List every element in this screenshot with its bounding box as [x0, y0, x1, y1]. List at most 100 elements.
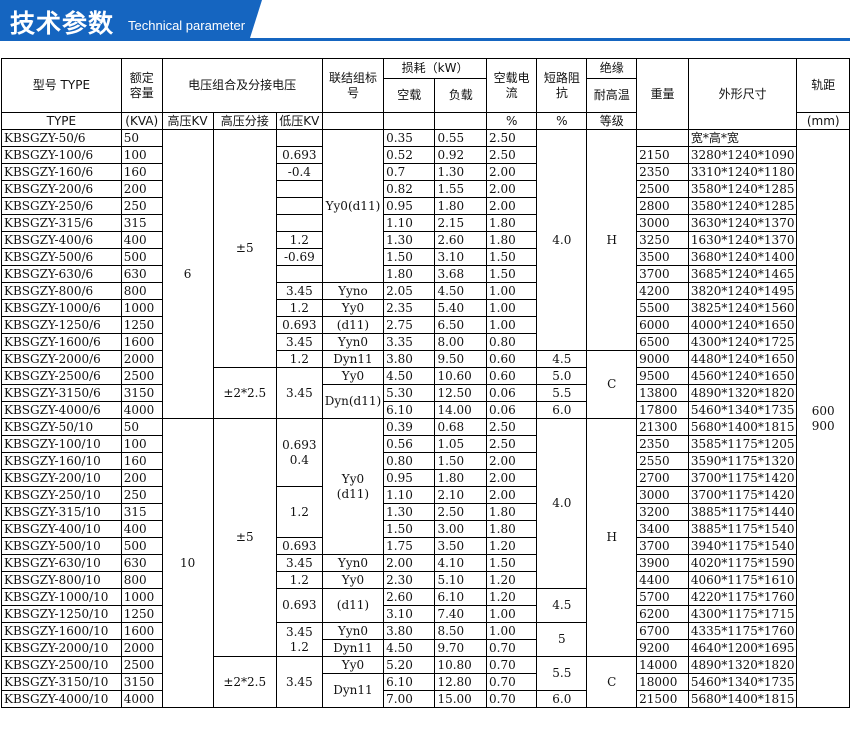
cell: 4.50 — [434, 282, 487, 300]
cell: (d11) — [321, 316, 385, 334]
cell: KBSGZY-2500/10 — [1, 656, 122, 674]
cell: 4200 — [636, 282, 689, 300]
cell: 2.50 — [485, 418, 538, 436]
cell: 5.5 — [536, 384, 588, 402]
cell: 1.10 — [383, 486, 436, 504]
cell: 0.55 — [434, 129, 487, 147]
cell: Yy0 — [321, 367, 385, 385]
cell: KBSGZY-400/6 — [1, 231, 122, 249]
cell: 1250 — [120, 605, 163, 623]
cell: 400 — [120, 231, 163, 249]
cell: 1.05 — [434, 435, 487, 453]
cell: 1.20 — [485, 571, 538, 589]
cell: 4060*1175*1610 — [687, 571, 798, 589]
cell: 6.0 — [536, 401, 588, 419]
table-row: KBSGZY-2000/10 2000 Dyn11 4.50 9.70 0.70 9200 4… — [1, 639, 850, 657]
cell: 5460*1340*1735 — [687, 401, 798, 419]
cell: 7.00 — [383, 690, 436, 708]
cell: 1.80 — [434, 469, 487, 487]
cell: 5 — [536, 622, 588, 657]
cell: 50 — [120, 418, 163, 436]
cell: 15.00 — [434, 690, 487, 708]
table-row: KBSGZY-250/6 250 0.95 1.80 2.00 2800 3580*1240… — [1, 197, 850, 215]
cell: 0.39 — [383, 418, 436, 436]
cell: KBSGZY-1000/10 — [1, 588, 122, 606]
cell: 1.2 — [275, 231, 323, 249]
cell: 1.30 — [383, 231, 436, 249]
table-row: KBSGZY-1250/6 1250 0.693 (d11) 2.75 6.50 1.00 6… — [1, 316, 850, 334]
cell: 0.693 — [275, 537, 323, 555]
cell: 1.00 — [485, 622, 538, 640]
cell: 9.70 — [434, 639, 487, 657]
cell: 5.5 — [536, 656, 588, 691]
cell: C — [586, 350, 638, 419]
cell: 1.50 — [485, 554, 538, 572]
cell: 0.60 — [485, 350, 538, 368]
cell: 1.2 — [275, 299, 323, 317]
header-cell: % — [485, 112, 538, 130]
cell: 1.80 — [485, 231, 538, 249]
table-row: KBSGZY-4000/6 4000 6.10 14.00 0.06 6.0 17800 54… — [1, 401, 850, 419]
cell — [275, 197, 323, 215]
cell: KBSGZY-4000/10 — [1, 690, 122, 708]
cell: 0.52 — [383, 146, 436, 164]
cell: Yy0 (d11) — [321, 418, 385, 555]
cell: KBSGZY-315/10 — [1, 503, 122, 521]
cell: Dyn11 — [321, 350, 385, 368]
table-row: KBSGZY-400/10 400 1.50 3.00 1.80 3400 3885*117… — [1, 520, 850, 538]
cell: KBSGZY-400/10 — [1, 520, 122, 538]
cell: 4000*1240*1650 — [687, 316, 798, 334]
cell: 2.35 — [383, 299, 436, 317]
cell: (d11) — [321, 588, 385, 623]
cell: 2.60 — [383, 588, 436, 606]
cell: KBSGZY-1600/10 — [1, 622, 122, 640]
table-row: KBSGZY-50/10 50 10 ±5 0.693 0.4 Yy0 (d11) 0.39… — [1, 418, 850, 708]
cell: Yyn0 — [321, 333, 385, 351]
cell: 3585*1175*1205 — [687, 435, 798, 453]
cell — [275, 129, 323, 147]
cell: 500 — [120, 537, 163, 555]
cell: H — [586, 129, 638, 351]
header-cell: 外形尺寸 — [687, 58, 798, 130]
cell: Dyn11 — [321, 673, 385, 708]
cell: 2.50 — [485, 435, 538, 453]
cell: C — [586, 656, 638, 708]
cell — [275, 265, 323, 283]
cell: 1.55 — [434, 180, 487, 198]
cell: KBSGZY-160/6 — [1, 163, 122, 181]
cell: 3250 — [636, 231, 689, 249]
cell: 0.60 — [485, 367, 538, 385]
cell: 3.45 — [275, 367, 323, 419]
cell: 3.50 — [434, 537, 487, 555]
cell: 3900 — [636, 554, 689, 572]
header-cell: 联结组标号 — [321, 58, 385, 113]
cell: 3630*1240*1370 — [687, 214, 798, 232]
cell: 1.20 — [485, 537, 538, 555]
table-row: KBSGZY-800/6 800 3.45 Yyno 2.05 4.50 1.00 4200 3… — [1, 282, 850, 300]
cell: 2.10 — [434, 486, 487, 504]
cell: 3000 — [636, 486, 689, 504]
cell: ±2*2.5 — [212, 656, 277, 708]
cell: -0.69 — [275, 248, 323, 266]
cell: 2.00 — [485, 452, 538, 470]
cell: 6.10 — [383, 673, 436, 691]
cell: 6000 — [636, 316, 689, 334]
cell: 12.50 — [434, 384, 487, 402]
cell: 0.70 — [485, 690, 538, 708]
cell: 800 — [120, 571, 163, 589]
cell: 100 — [120, 435, 163, 453]
cell: 21300 — [636, 418, 689, 436]
cell: 4480*1240*1650 — [687, 350, 798, 368]
cell: KBSGZY-200/6 — [1, 180, 122, 198]
cell: 0.95 — [383, 197, 436, 215]
cell: 3580*1240*1285 — [687, 180, 798, 198]
cell: 1250 — [120, 316, 163, 334]
cell: 1.75 — [383, 537, 436, 555]
cell: 1.80 — [383, 265, 436, 283]
cell: 1.80 — [485, 520, 538, 538]
cell: 200 — [120, 469, 163, 487]
cell: 4000 — [120, 690, 163, 708]
cell: 4.0 — [536, 129, 588, 351]
cell: 2.00 — [485, 163, 538, 181]
